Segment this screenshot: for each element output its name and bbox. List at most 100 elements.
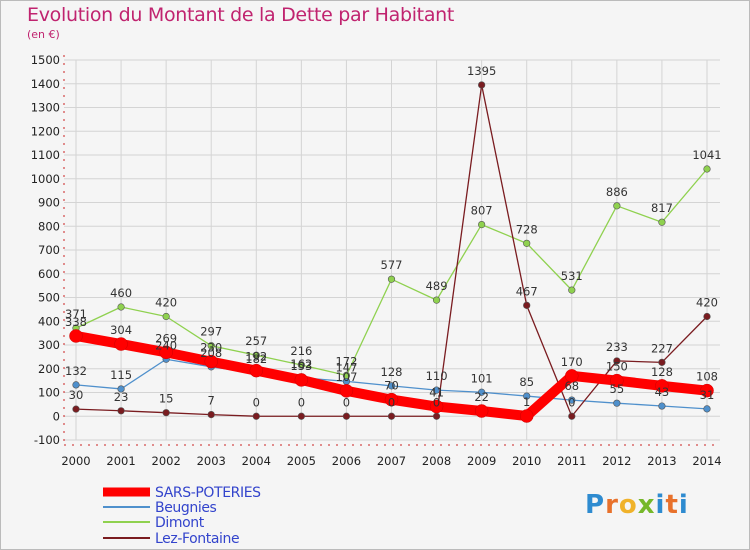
data-point <box>613 357 621 365</box>
y-tick-label: 300 <box>38 338 60 352</box>
y-tick-label: 400 <box>38 314 60 328</box>
data-point <box>252 351 260 359</box>
data-label: 208 <box>200 346 222 360</box>
data-point <box>249 363 264 378</box>
chart-subtitle: (en €) <box>27 28 60 41</box>
y-tick-label: 700 <box>38 243 60 257</box>
data-label: 420 <box>155 296 177 310</box>
data-point <box>297 412 305 420</box>
data-point <box>474 404 489 418</box>
data-point <box>658 402 666 410</box>
x-tick-label: 2012 <box>602 454 631 468</box>
x-tick-label: 2003 <box>197 454 226 468</box>
data-label: 0 <box>253 395 260 409</box>
grid <box>64 59 720 441</box>
data-label: 338 <box>65 315 87 329</box>
data-point <box>117 385 125 393</box>
data-label: 41 <box>429 386 444 400</box>
data-point <box>69 329 83 343</box>
data-label: 1 <box>523 395 530 409</box>
data-label: 31 <box>700 388 715 402</box>
y-tick-label: 1000 <box>31 172 60 186</box>
y-tick-label: 1300 <box>31 101 60 115</box>
data-label: 182 <box>245 352 267 366</box>
data-point <box>568 412 576 420</box>
data-label: 240 <box>155 338 177 352</box>
y-tick-label: -100 <box>34 433 60 447</box>
data-point <box>342 412 351 420</box>
data-label: 216 <box>290 344 312 358</box>
data-label: 297 <box>200 325 222 339</box>
data-point <box>159 345 173 360</box>
data-point <box>703 165 711 173</box>
x-tick-label: 2002 <box>152 454 181 468</box>
data-point <box>523 239 531 247</box>
data-label: 128 <box>381 365 403 379</box>
data-point <box>429 399 444 414</box>
data-label: 0 <box>433 395 440 409</box>
data-label: 23 <box>114 390 129 404</box>
data-point <box>162 409 170 417</box>
data-label: 55 <box>610 382 625 396</box>
data-point <box>339 384 354 398</box>
data-label: 728 <box>516 222 538 236</box>
data-label: 0 <box>388 395 395 409</box>
data-label: 85 <box>519 375 534 389</box>
data-point <box>523 301 531 309</box>
x-tick-label: 2000 <box>61 454 90 468</box>
data-label: 1395 <box>467 64 496 78</box>
data-point <box>387 382 396 390</box>
data-label: 0 <box>343 395 350 409</box>
data-label: 150 <box>606 360 628 374</box>
data-point <box>703 405 711 413</box>
data-point <box>207 410 215 419</box>
data-point <box>207 342 215 350</box>
data-point <box>72 381 80 389</box>
y-tick-label: 500 <box>38 291 60 305</box>
data-label: 0 <box>568 395 575 409</box>
data-label: 577 <box>381 258 403 272</box>
legend-label: Dimont <box>155 515 205 531</box>
data-point <box>387 412 396 420</box>
data-point <box>613 399 621 407</box>
data-label: 68 <box>564 379 579 393</box>
data-point <box>294 373 309 387</box>
data-point <box>114 337 128 351</box>
axes: -100010020030040050060070080090010001100… <box>31 53 722 468</box>
x-tick-label: 2001 <box>106 454 135 468</box>
x-tick-label: 2005 <box>287 454 316 468</box>
data-point <box>384 392 399 407</box>
data-label: 192 <box>245 350 267 364</box>
data-label: 371 <box>65 307 87 321</box>
data-label: 172 <box>335 354 357 368</box>
data-point <box>117 303 125 311</box>
data-label: 128 <box>651 365 673 379</box>
data-label: 115 <box>110 368 132 382</box>
series <box>69 81 714 423</box>
data-label: 30 <box>69 388 84 402</box>
y-tick-label: 600 <box>38 267 60 281</box>
data-label: 531 <box>561 269 583 283</box>
x-tick-label: 2009 <box>467 454 496 468</box>
data-label: 0 <box>298 395 305 409</box>
data-point <box>297 361 305 369</box>
data-label: 817 <box>651 201 673 215</box>
data-label: 233 <box>606 340 628 354</box>
data-point <box>655 379 669 393</box>
data-point <box>658 358 666 366</box>
data-label: 162 <box>290 357 312 371</box>
y-tick-label: 1500 <box>31 53 60 67</box>
data-point <box>610 373 624 388</box>
data-label: 269 <box>155 331 177 345</box>
legend-label: SARS-POTERIES <box>155 485 261 501</box>
data-point <box>117 407 125 415</box>
data-label: 110 <box>426 369 448 383</box>
data-label: 257 <box>245 334 267 348</box>
data-label: 420 <box>696 296 718 310</box>
data-point <box>519 409 534 423</box>
data-label: 807 <box>471 204 493 218</box>
data-label: 886 <box>606 185 628 199</box>
